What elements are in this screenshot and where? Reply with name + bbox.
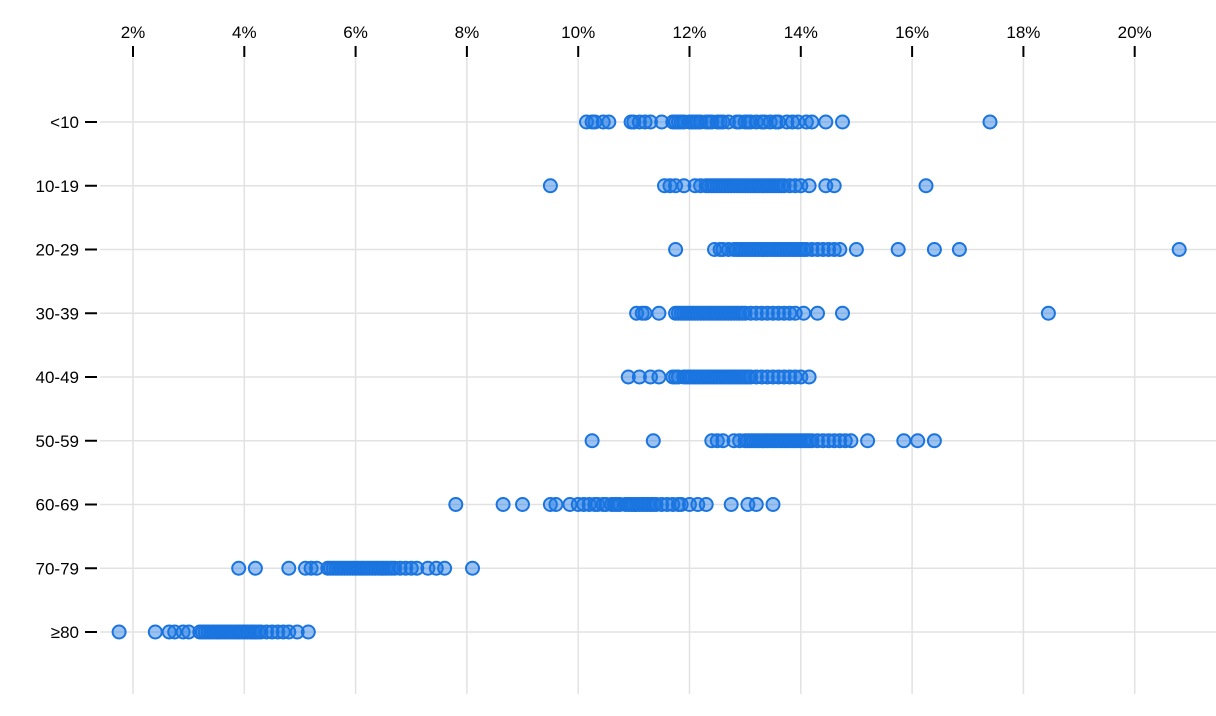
y-axis-labels: <10 10-19 20-29 30-39 40-49 50-59 60-69 70-79 ≥8… xyxy=(36,113,79,642)
data-point-row xyxy=(668,242,1187,257)
data-point xyxy=(843,433,859,449)
y-axis-category-label: 70-79 xyxy=(36,559,79,578)
y-axis-category-label: 10-19 xyxy=(36,177,79,196)
x-axis-tick-label: 16% xyxy=(895,23,929,42)
data-point xyxy=(796,305,812,321)
data-point xyxy=(926,433,942,449)
data-point-row xyxy=(629,305,1056,321)
x-axis-ticks xyxy=(132,46,1136,57)
data-point-row xyxy=(448,497,781,512)
data-point xyxy=(835,305,850,321)
y-axis-category-label: 20-29 xyxy=(36,241,79,260)
data-point xyxy=(111,624,127,640)
data-point xyxy=(620,369,636,385)
y-axis-ticks xyxy=(85,121,97,633)
x-axis-tick-label: 18% xyxy=(1006,23,1040,42)
data-points xyxy=(111,114,1187,640)
data-point xyxy=(818,114,834,130)
x-axis-tick-label: 2% xyxy=(121,23,146,42)
y-axis-category-label: <10 xyxy=(50,113,79,132)
data-point xyxy=(147,624,163,640)
data-point xyxy=(835,114,850,130)
data-point xyxy=(289,624,305,640)
data-point xyxy=(643,114,658,130)
data-point xyxy=(804,114,820,130)
data-point xyxy=(515,497,530,512)
data-point xyxy=(247,560,263,576)
data-point xyxy=(300,624,316,640)
data-point xyxy=(584,433,600,449)
x-axis-tick-label: 14% xyxy=(784,23,818,42)
data-point xyxy=(896,433,912,449)
data-point xyxy=(748,497,764,512)
data-point xyxy=(890,242,906,257)
data-point xyxy=(645,433,661,449)
data-point xyxy=(495,497,511,512)
data-point xyxy=(826,178,842,194)
data-point xyxy=(1171,242,1187,257)
data-point xyxy=(465,560,480,576)
x-axis-tick-label: 6% xyxy=(343,23,368,42)
data-point xyxy=(848,242,864,257)
data-point xyxy=(437,560,453,576)
data-point xyxy=(631,369,647,385)
data-point xyxy=(698,497,714,512)
data-point xyxy=(601,114,617,130)
data-point xyxy=(676,178,692,194)
data-point xyxy=(651,305,667,321)
data-point xyxy=(910,433,926,449)
data-point xyxy=(801,369,817,385)
x-axis-labels: 2% 4% 6% 8% 10% 12% 14% 16% 18% 20% xyxy=(121,23,1152,42)
data-point xyxy=(281,560,297,576)
data-point xyxy=(1040,305,1056,321)
data-point xyxy=(832,242,848,257)
data-point-row xyxy=(584,433,942,449)
data-point-row xyxy=(542,178,934,194)
x-axis-tick-label: 10% xyxy=(561,23,595,42)
data-point xyxy=(926,242,942,257)
data-point xyxy=(448,497,464,512)
data-point-row xyxy=(231,560,480,576)
y-axis-category-label: ≥80 xyxy=(51,623,79,642)
data-point-row xyxy=(111,624,316,640)
data-point xyxy=(951,242,967,257)
x-axis-tick-label: 20% xyxy=(1118,23,1152,42)
data-point xyxy=(651,369,667,385)
data-point xyxy=(810,305,825,321)
data-point xyxy=(723,497,739,512)
y-axis-category-label: 60-69 xyxy=(36,496,79,515)
data-point-row xyxy=(620,369,817,385)
y-axis-category-label: 30-39 xyxy=(36,304,79,323)
y-axis-category-label: 40-49 xyxy=(36,368,79,387)
data-point xyxy=(409,560,425,576)
data-point xyxy=(668,242,684,257)
data-point xyxy=(765,497,781,512)
data-point xyxy=(982,114,998,130)
data-point xyxy=(715,433,731,449)
x-axis-tick-label: 12% xyxy=(672,23,706,42)
data-point xyxy=(637,305,653,321)
data-point xyxy=(918,178,934,194)
data-point-row xyxy=(579,114,998,130)
data-point xyxy=(542,178,558,194)
data-point xyxy=(548,497,564,512)
x-axis-tick-label: 4% xyxy=(232,23,257,42)
data-point xyxy=(860,433,876,449)
data-point xyxy=(231,560,247,576)
data-point xyxy=(801,178,817,194)
x-axis-tick-label: 8% xyxy=(455,23,480,42)
y-axis-category-label: 50-59 xyxy=(36,432,79,451)
